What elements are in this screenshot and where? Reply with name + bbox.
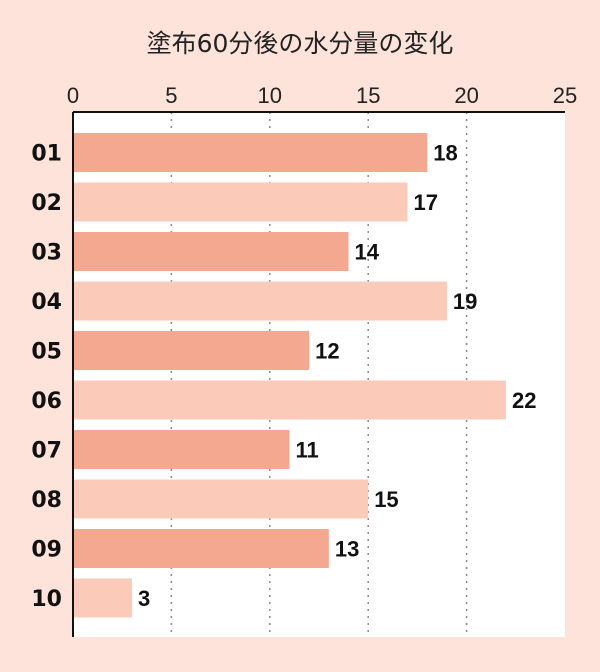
category-label: 01 (31, 142, 62, 167)
x-tick-label: 0 (67, 83, 79, 108)
data-label: 18 (433, 141, 457, 166)
data-label: 12 (315, 339, 339, 364)
data-label: 15 (374, 487, 398, 512)
x-tick-label: 15 (356, 83, 380, 108)
category-label: 08 (31, 488, 62, 513)
category-label: 10 (31, 587, 62, 612)
chart-title: 塗布60分後の水分量の変化 (146, 29, 454, 58)
category-label: 07 (31, 439, 62, 464)
bar-05 (73, 331, 310, 370)
category-label: 09 (31, 538, 62, 563)
category-label: 06 (31, 389, 62, 414)
data-label: 13 (335, 537, 359, 562)
x-tick-label: 5 (165, 83, 177, 108)
bar-09 (73, 529, 329, 568)
data-label: 14 (355, 240, 380, 265)
bar-02 (73, 182, 408, 222)
data-label: 3 (138, 586, 150, 611)
category-label: 03 (31, 241, 62, 266)
data-label: 17 (414, 190, 438, 215)
x-tick-label: 25 (553, 83, 577, 108)
bar-04 (73, 281, 447, 321)
category-label: 05 (31, 340, 62, 365)
bar-01 (73, 133, 428, 172)
data-label: 11 (295, 438, 318, 463)
category-label: 02 (31, 191, 62, 216)
x-tick-label: 20 (454, 83, 478, 108)
data-label: 19 (453, 289, 477, 314)
bar-03 (73, 232, 349, 271)
bar-08 (73, 479, 369, 519)
bar-06 (73, 380, 506, 420)
bar-07 (73, 430, 290, 469)
data-label: 22 (512, 388, 536, 413)
category-label: 04 (31, 290, 62, 315)
x-tick-label: 10 (258, 83, 282, 108)
bar-10 (73, 578, 133, 618)
